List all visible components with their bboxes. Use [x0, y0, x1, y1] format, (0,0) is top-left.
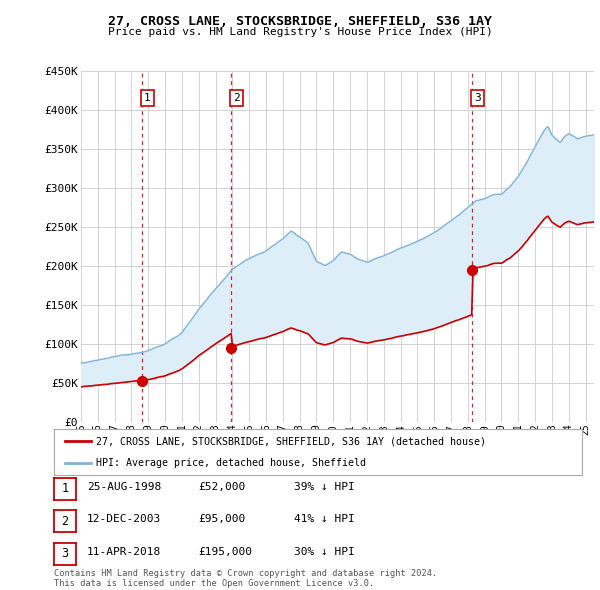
Text: 11-APR-2018: 11-APR-2018 [87, 547, 161, 556]
Text: 12-DEC-2003: 12-DEC-2003 [87, 514, 161, 524]
Text: Price paid vs. HM Land Registry's House Price Index (HPI): Price paid vs. HM Land Registry's House … [107, 27, 493, 37]
Text: HPI: Average price, detached house, Sheffield: HPI: Average price, detached house, Shef… [96, 457, 366, 467]
Text: 27, CROSS LANE, STOCKSBRIDGE, SHEFFIELD, S36 1AY (detached house): 27, CROSS LANE, STOCKSBRIDGE, SHEFFIELD,… [96, 437, 486, 447]
Text: 41% ↓ HPI: 41% ↓ HPI [294, 514, 355, 524]
Text: Contains HM Land Registry data © Crown copyright and database right 2024.
This d: Contains HM Land Registry data © Crown c… [54, 569, 437, 588]
Text: 2: 2 [233, 93, 240, 103]
Text: 3: 3 [474, 93, 481, 103]
Text: 2: 2 [62, 514, 68, 528]
Text: 27, CROSS LANE, STOCKSBRIDGE, SHEFFIELD, S36 1AY: 27, CROSS LANE, STOCKSBRIDGE, SHEFFIELD,… [108, 15, 492, 28]
Text: 25-AUG-1998: 25-AUG-1998 [87, 482, 161, 491]
Text: £95,000: £95,000 [198, 514, 245, 524]
Text: 1: 1 [144, 93, 151, 103]
Text: 3: 3 [62, 547, 68, 560]
Text: £195,000: £195,000 [198, 547, 252, 556]
Text: 1: 1 [62, 482, 68, 496]
Text: 39% ↓ HPI: 39% ↓ HPI [294, 482, 355, 491]
Text: 30% ↓ HPI: 30% ↓ HPI [294, 547, 355, 556]
Text: £52,000: £52,000 [198, 482, 245, 491]
